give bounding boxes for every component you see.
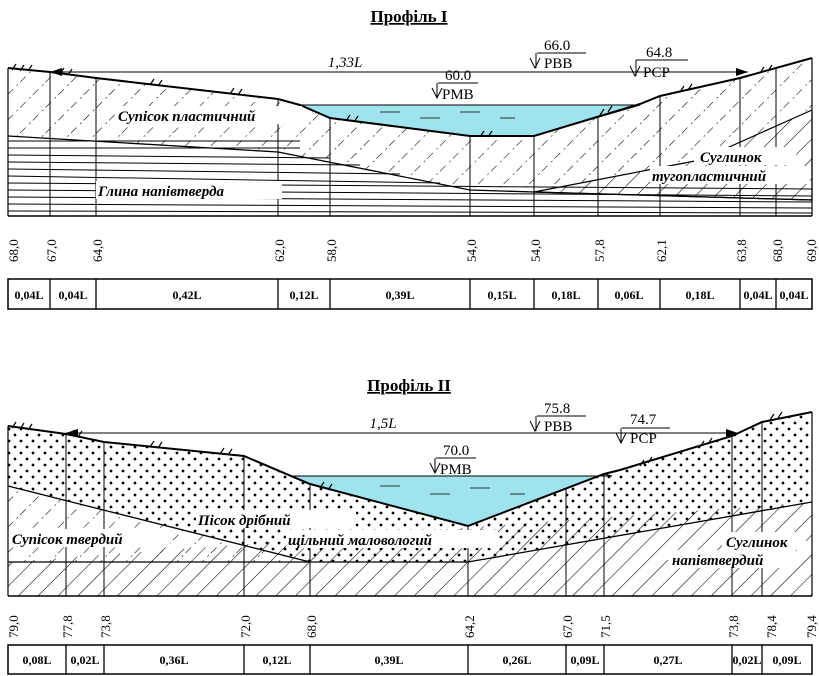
elevation-label: 68,0 (6, 239, 21, 262)
elevation-label: 63,8 (734, 239, 749, 262)
profile-1-span-label: 1,33L (328, 55, 363, 71)
segment-cell: 0,12L (289, 288, 318, 302)
level-value: 70.0 (443, 443, 469, 459)
segment-cell: 0,04L (743, 288, 772, 302)
level-name: РСР (630, 431, 657, 447)
level-value: 60.0 (445, 68, 471, 84)
profile-2-level-rmv: 70.0 РМВ (429, 443, 476, 478)
segment-cell: 0,04L (779, 288, 808, 302)
profile-2-soil-label: Суглинок (726, 535, 788, 551)
elevation-label: 64,2 (462, 615, 477, 638)
profile-1-soil-label: Супісок пластичний (118, 109, 255, 125)
profile-1-elevations: 68,0 67,0 64,0 62,0 58,0 54,0 54,0 57,8 … (6, 239, 819, 262)
profile-1-sandy-loam-layer (8, 58, 812, 190)
profile-2: Профіль ІІ (6, 376, 819, 675)
segment-cell: 0,15L (487, 288, 516, 302)
segment-cell: 0,27L (653, 653, 682, 667)
segment-cell: 0,04L (58, 288, 87, 302)
profile-1-span-arrow: 1,33L (50, 55, 748, 76)
segment-cell: 0,18L (551, 288, 580, 302)
profile-1-segments: 0,04L 0,04L 0,42L 0,12L 0,39L 0,15L 0,18… (7, 278, 813, 310)
elevation-label: 64,0 (90, 239, 105, 262)
segment-cell: 0,06L (614, 288, 643, 302)
profile-2-soil-label: щільний маловологий (288, 533, 432, 549)
profile-1-soil-label: Суглинок (700, 150, 762, 166)
profile-2-elevations: 79,0 77,8 73,8 72,0 68,0 64,2 67,0 71,5 … (6, 615, 819, 638)
segment-cell: 0,26L (502, 653, 531, 667)
profile-1-level-rmv: 60.0 РМВ (431, 68, 478, 103)
elevation-label: 72,0 (238, 615, 253, 638)
elevation-label: 73,8 (98, 615, 113, 638)
level-name: РСР (643, 65, 670, 81)
segment-cell: 0,08L (22, 653, 51, 667)
elevation-label: 58,0 (324, 239, 339, 262)
elevation-label: 68,0 (304, 615, 319, 638)
segment-cell: 0,04L (14, 288, 43, 302)
profile-1-level-rvv: 66.0 РВВ (529, 38, 586, 72)
level-name: РМВ (442, 87, 474, 103)
elevation-label: 54,0 (464, 239, 479, 262)
segment-cell: 0,02L (732, 653, 761, 667)
level-value: 64.8 (646, 45, 672, 61)
profile-2-segments: 0,08L 0,02L 0,36L 0,12L 0,39L 0,26L 0,09… (7, 644, 813, 675)
profile-1-ground-line (7, 57, 813, 137)
segment-cell: 0,18L (685, 288, 714, 302)
profile-1: Профіль І (6, 7, 819, 310)
profile-1-soil-label: тугопластичний (652, 169, 766, 185)
profile-2-level-rvv: 75.8 РВВ (529, 401, 586, 435)
profile-1-level-rsr: 64.8 РСР (629, 45, 688, 81)
segment-cell: 0,39L (374, 653, 403, 667)
elevation-label: 62,1 (654, 239, 669, 262)
elevation-label: 68,0 (770, 239, 785, 262)
elevation-label: 79,0 (6, 615, 21, 638)
elevation-label: 78,4 (764, 615, 779, 638)
level-name: РМВ (440, 462, 472, 478)
profile-1-soil-label: Глина напівтверда (97, 184, 225, 200)
elevation-label: 71,5 (598, 615, 613, 638)
segment-cell: 0,42L (172, 288, 201, 302)
level-name: РВВ (544, 419, 572, 435)
segment-cell: 0,09L (570, 653, 599, 667)
elevation-label: 67,0 (44, 239, 59, 262)
profile-2-loam-layer (8, 502, 812, 596)
elevation-label: 54,0 (528, 239, 543, 262)
segment-cell: 0,12L (262, 653, 291, 667)
level-value: 74.7 (630, 412, 657, 428)
elevation-label: 57,8 (592, 239, 607, 262)
profile-2-span-label: 1,5L (369, 416, 396, 432)
profile-2-soil-label: Пісок дрібний (197, 513, 291, 529)
elevation-label: 79,4 (804, 615, 819, 638)
level-value: 75.8 (544, 401, 570, 417)
elevation-label: 67,0 (560, 615, 575, 638)
profile-1-title: Профіль І (370, 7, 447, 26)
elevation-label: 77,8 (60, 615, 75, 638)
elevation-label: 62,0 (272, 239, 287, 262)
profile-2-soil-label: Супісок твердий (12, 532, 123, 548)
segment-cell: 0,36L (159, 653, 188, 667)
segment-cell: 0,39L (385, 288, 414, 302)
segment-cell: 0,02L (70, 653, 99, 667)
level-name: РВВ (544, 56, 572, 72)
profile-2-soil-label: напівтвердий (672, 553, 763, 569)
elevation-label: 69,0 (804, 239, 819, 262)
profile-2-title: Профіль ІІ (367, 376, 451, 395)
elevation-label: 73,8 (726, 615, 741, 638)
level-value: 66.0 (544, 38, 570, 54)
segment-cell: 0,09L (772, 653, 801, 667)
profile-2-level-rsr: 74.7 РСР (615, 412, 670, 447)
